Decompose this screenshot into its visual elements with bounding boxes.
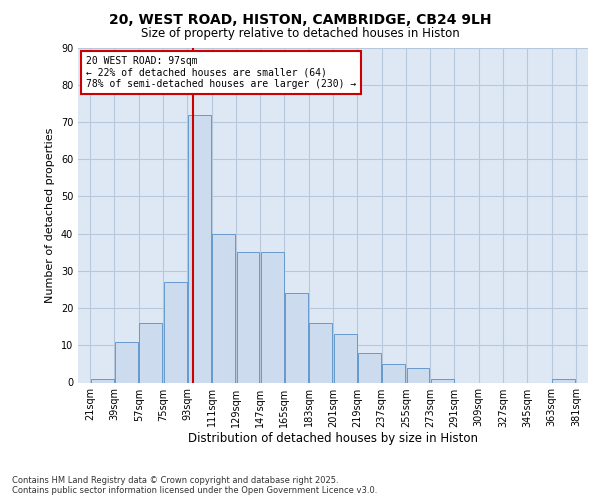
X-axis label: Distribution of detached houses by size in Histon: Distribution of detached houses by size … [188, 432, 478, 446]
Bar [212, 234, 235, 382]
Bar [431, 379, 454, 382]
Bar [236, 252, 259, 382]
Bar [358, 352, 381, 382]
Bar [552, 379, 575, 382]
Bar [188, 114, 211, 382]
Bar [139, 323, 163, 382]
Text: 20, WEST ROAD, HISTON, CAMBRIDGE, CB24 9LH: 20, WEST ROAD, HISTON, CAMBRIDGE, CB24 9… [109, 12, 491, 26]
Bar [407, 368, 430, 382]
Y-axis label: Number of detached properties: Number of detached properties [45, 128, 55, 302]
Bar [285, 293, 308, 382]
Bar [382, 364, 405, 382]
Bar [115, 342, 138, 382]
Bar [91, 379, 114, 382]
Bar [334, 334, 356, 382]
Text: Size of property relative to detached houses in Histon: Size of property relative to detached ho… [140, 28, 460, 40]
Text: 20 WEST ROAD: 97sqm
← 22% of detached houses are smaller (64)
78% of semi-detach: 20 WEST ROAD: 97sqm ← 22% of detached ho… [86, 56, 356, 89]
Text: Contains HM Land Registry data © Crown copyright and database right 2025.
Contai: Contains HM Land Registry data © Crown c… [12, 476, 377, 495]
Bar [310, 323, 332, 382]
Bar [261, 252, 284, 382]
Bar [164, 282, 187, 382]
